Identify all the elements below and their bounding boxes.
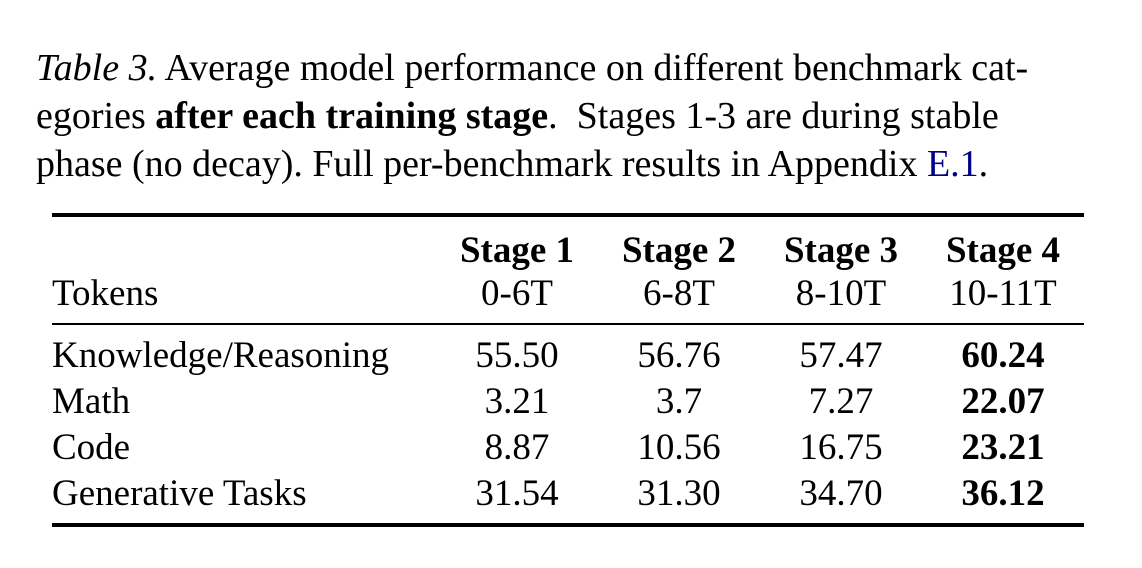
caption-bold-phrase: after each training stage xyxy=(155,95,549,137)
cell-value: 3.21 xyxy=(484,381,550,422)
caption-line-2: egories after each training stage. Stage… xyxy=(36,92,1028,140)
tokens-label: Tokens xyxy=(52,272,436,325)
caption-text-1: Average model performance on different b… xyxy=(157,47,1029,89)
row-label: Generative Tasks xyxy=(52,473,307,514)
stage-header-row: Stage 1 Stage 2 Stage 3 Stage 4 xyxy=(52,215,1084,272)
header-stage-1: Stage 1 xyxy=(459,230,575,271)
cell-value: 56.76 xyxy=(637,335,721,376)
cell-value: 8.87 xyxy=(484,427,550,468)
caption-text-3a: phase (no decay). Full per-benchmark res… xyxy=(36,143,927,185)
caption-text-2a: egories xyxy=(36,95,156,137)
cell-value: 10.56 xyxy=(637,427,721,468)
cell-value: 57.47 xyxy=(799,335,883,376)
cell-value-best: 36.12 xyxy=(961,473,1045,514)
tokens-range-2: 6-8T xyxy=(598,272,760,325)
table-row-math: Math 3.21 3.7 7.27 22.07 xyxy=(52,379,1084,425)
header-stage-4: Stage 4 xyxy=(945,230,1061,271)
cell-value-best: 23.21 xyxy=(961,427,1045,468)
row-label: Knowledge/Reasoning xyxy=(52,335,390,376)
table-row-generative-tasks: Generative Tasks 31.54 31.30 34.70 36.12 xyxy=(52,471,1084,525)
table-caption: Table 3. Average model performance on di… xyxy=(36,44,1028,188)
header-empty-cell xyxy=(52,215,436,272)
caption-line-1: Table 3. Average model performance on di… xyxy=(36,44,1028,92)
cell-value: 34.70 xyxy=(799,473,883,514)
tokens-range-4: 10-11T xyxy=(922,272,1084,325)
tokens-range-1: 0-6T xyxy=(436,272,598,325)
cell-value: 3.7 xyxy=(655,381,703,422)
header-stage-3: Stage 3 xyxy=(783,230,899,271)
cell-value-best: 60.24 xyxy=(961,335,1045,376)
header-stage-2: Stage 2 xyxy=(621,230,737,271)
row-label: Code xyxy=(52,427,131,468)
cell-value: 7.27 xyxy=(808,381,874,422)
appendix-ref-link[interactable]: E.1 xyxy=(926,143,979,185)
caption-line-3: phase (no decay). Full per-benchmark res… xyxy=(36,140,1028,188)
cell-value: 31.30 xyxy=(637,473,721,514)
cell-value-best: 22.07 xyxy=(961,381,1045,422)
table-row-knowledge-reasoning: Knowledge/Reasoning 55.50 56.76 57.47 60… xyxy=(52,324,1084,379)
table-row-code: Code 8.87 10.56 16.75 23.21 xyxy=(52,425,1084,471)
caption-text-3b: . xyxy=(978,143,989,185)
table-number-label: Table 3. xyxy=(36,47,158,89)
cell-value: 31.54 xyxy=(475,473,559,514)
row-label: Math xyxy=(52,381,131,422)
results-table: Stage 1 Stage 2 Stage 3 Stage 4 Tokens 0… xyxy=(52,213,1084,527)
caption-text-2b: . Stages 1-3 are during stable xyxy=(548,95,999,137)
cell-value: 16.75 xyxy=(799,427,883,468)
tokens-range-3: 8-10T xyxy=(760,272,922,325)
tokens-header-row: Tokens 0-6T 6-8T 8-10T 10-11T xyxy=(52,272,1084,325)
cell-value: 55.50 xyxy=(475,335,559,376)
